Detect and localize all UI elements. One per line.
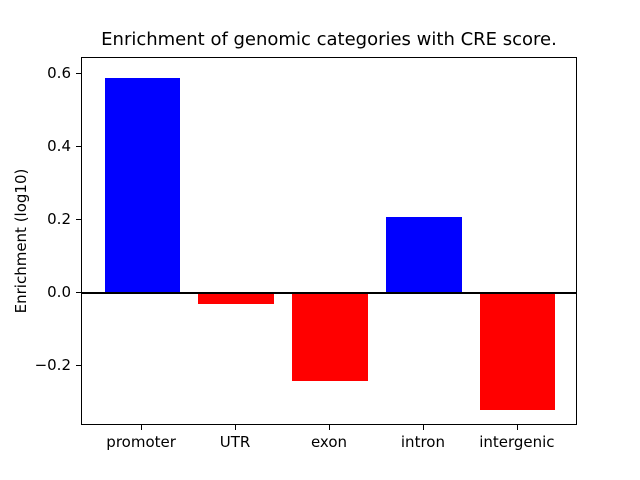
y-tick-mark bbox=[76, 146, 81, 147]
x-tick-label: exon bbox=[310, 433, 348, 451]
y-tick-label: 0.0 bbox=[47, 283, 71, 302]
y-tick-label: 0.2 bbox=[47, 210, 71, 229]
x-tick-label: intergenic bbox=[479, 433, 555, 451]
zero-line bbox=[82, 292, 576, 295]
y-tick-label: 0.6 bbox=[47, 64, 71, 83]
x-tick-label: promoter bbox=[106, 433, 176, 451]
x-tick-mark bbox=[517, 425, 518, 430]
bar-UTR bbox=[198, 293, 274, 305]
x-tick-label: intron bbox=[400, 433, 445, 451]
x-tick-mark bbox=[329, 425, 330, 430]
x-tick-label: UTR bbox=[219, 433, 251, 451]
bar-exon bbox=[292, 293, 368, 381]
bar-intron bbox=[386, 216, 462, 294]
x-tick-mark bbox=[423, 425, 424, 430]
plot-area bbox=[81, 57, 577, 425]
bar-intergenic bbox=[480, 293, 556, 410]
bar-promoter bbox=[104, 78, 180, 294]
y-tick-mark bbox=[76, 73, 81, 74]
y-tick-mark bbox=[76, 219, 81, 220]
x-tick-mark bbox=[235, 425, 236, 430]
chart-title: Enrichment of genomic categories with CR… bbox=[101, 29, 557, 50]
x-tick-mark bbox=[141, 425, 142, 430]
y-tick-label: −0.2 bbox=[34, 356, 71, 375]
y-tick-label: 0.4 bbox=[47, 137, 71, 156]
y-tick-mark bbox=[76, 292, 81, 293]
y-tick-mark bbox=[76, 365, 81, 366]
